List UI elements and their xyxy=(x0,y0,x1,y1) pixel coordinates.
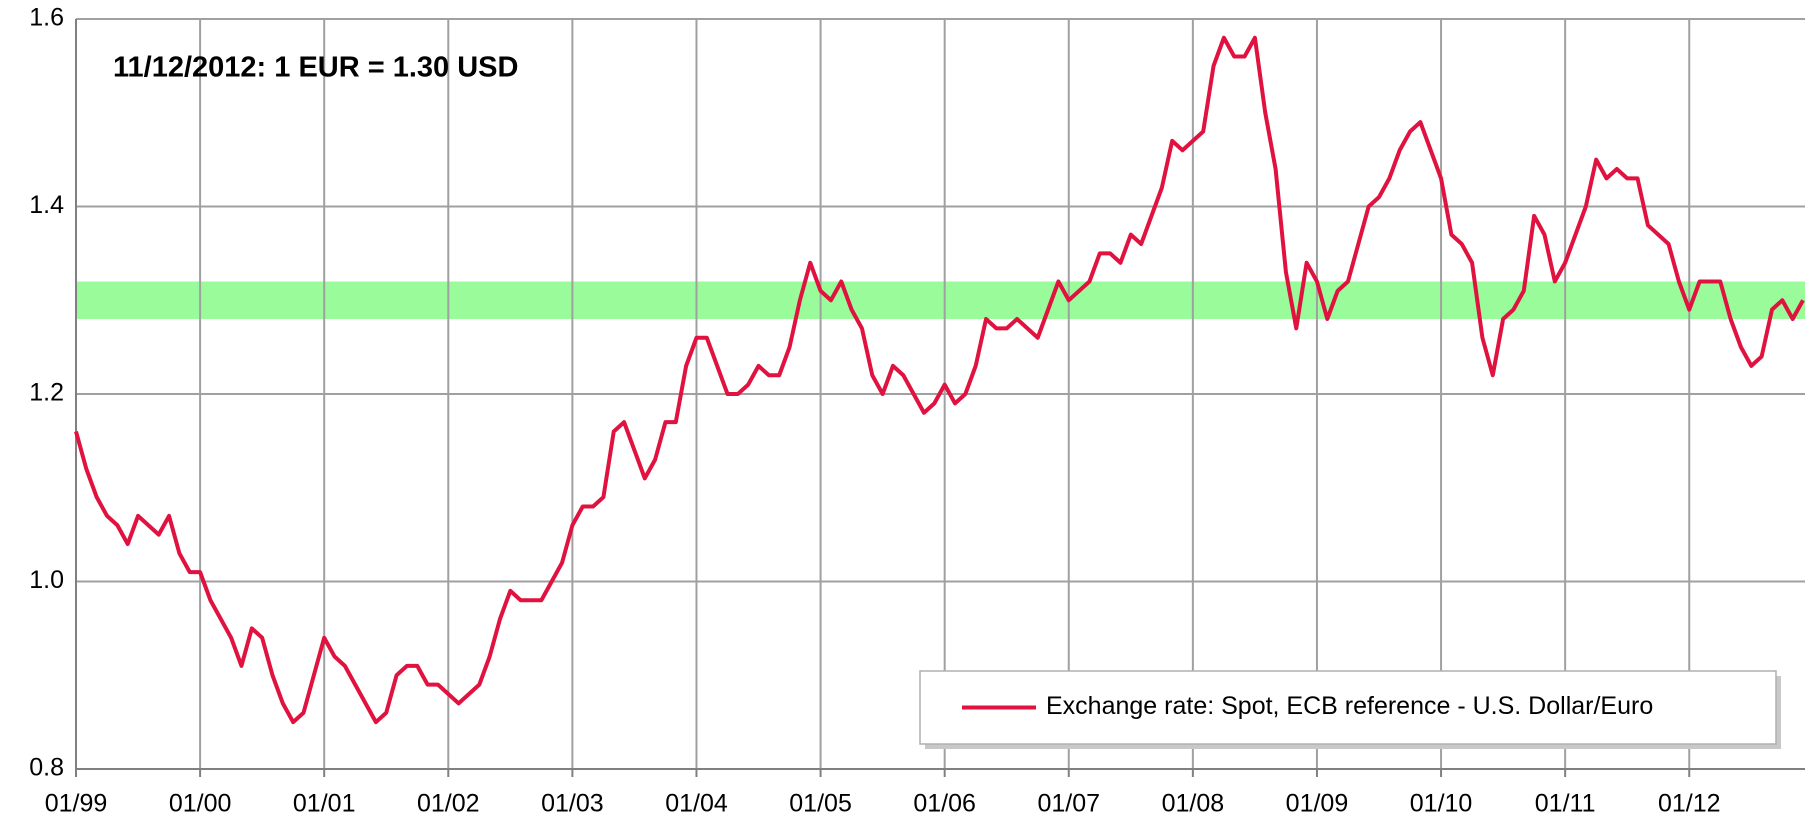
y-tick-label: 1.0 xyxy=(29,566,64,594)
x-tick-label: 01/11 xyxy=(1535,790,1596,818)
annotation: 11/12/2012: 1 EUR = 1.30 USD xyxy=(113,52,518,84)
x-tick-label: 01/03 xyxy=(541,790,604,818)
x-tick-label: 01/02 xyxy=(417,790,480,818)
x-tick-label: 01/09 xyxy=(1286,790,1349,818)
y-tick-label: 1.2 xyxy=(29,379,64,407)
target-band xyxy=(76,281,1805,319)
x-tick-label: 01/10 xyxy=(1410,790,1473,818)
x-tick-label: 01/05 xyxy=(789,790,852,818)
x-tick-label: 01/07 xyxy=(1037,790,1100,818)
x-tick-label: 01/99 xyxy=(45,790,108,818)
x-tick-label: 01/06 xyxy=(913,790,976,818)
x-tick-label: 01/04 xyxy=(665,790,728,818)
legend-box xyxy=(919,670,1777,745)
y-tick-label: 1.4 xyxy=(29,191,64,219)
y-tick-label: 1.6 xyxy=(29,4,64,32)
legend-label: Exchange rate: Spot, ECB reference - U.S… xyxy=(1046,692,1653,720)
x-tick-label: 01/12 xyxy=(1658,790,1721,818)
x-tick-label: 01/00 xyxy=(169,790,232,818)
series-line xyxy=(74,35,1805,725)
y-tick-label: 0.8 xyxy=(29,754,64,782)
x-tick-label: 01/01 xyxy=(293,790,356,818)
x-tick-label: 01/08 xyxy=(1162,790,1225,818)
